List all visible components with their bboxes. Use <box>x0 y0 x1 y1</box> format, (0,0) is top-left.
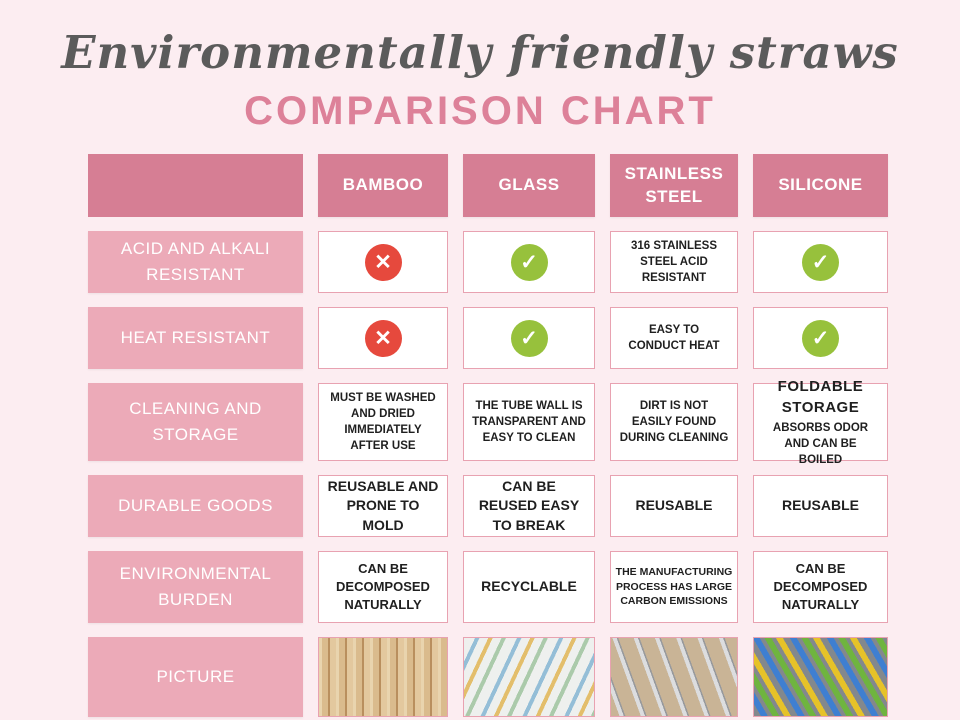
cell-text: CAN BE DECOMPOSED NATURALLY <box>773 560 868 613</box>
silicone-straws-photo <box>753 637 888 717</box>
cell-glass-durable: CAN BE REUSED EASY TO BREAK <box>463 475 595 537</box>
cell-text-primary: FOLDABLE STORAGE <box>777 377 864 416</box>
bamboo-straws-photo <box>318 637 448 717</box>
page-title-script: Environmentally friendly straws <box>61 26 899 79</box>
cell-text: CAN BE DECOMPOSED NATURALLY <box>336 560 430 613</box>
cell-text: REUSABLE AND PRONE TO MOLD <box>327 477 439 533</box>
comparison-table: BAMBOO GLASS STAINLESS STEEL SILICONE AC… <box>88 154 888 717</box>
infographic-page: Environmentally friendly straws COMPARIS… <box>0 26 960 717</box>
check-icon: ✓ <box>510 243 548 281</box>
cell-text: EASY TO CONDUCT HEAT <box>628 323 720 352</box>
cell-silicone-acid: ✓ <box>753 231 888 293</box>
column-header-glass: GLASS <box>463 154 595 217</box>
cell-bamboo-acid: ✕ <box>318 231 448 293</box>
corner-cell <box>88 154 303 217</box>
cell-silicone-heat: ✓ <box>753 307 888 369</box>
cell-steel-cleaning: DIRT IS NOT EASILY FOUND DURING CLEANING <box>610 383 738 461</box>
cell-steel-environment: THE MANUFACTURING PROCESS HAS LARGE CARB… <box>610 551 738 623</box>
cell-glass-heat: ✓ <box>463 307 595 369</box>
cell-silicone-cleaning: FOLDABLE STORAGE ABSORBS ODOR AND CAN BE… <box>753 378 888 466</box>
cell-silicone-environment: CAN BE DECOMPOSED NATURALLY <box>753 551 888 623</box>
row-label-acid-alkali-resistant: ACID AND ALKALI RESISTANT <box>88 231 303 293</box>
stainless-steel-straws-photo <box>610 637 738 717</box>
cell-steel-durable: REUSABLE <box>610 475 738 537</box>
cell-text: REUSABLE <box>781 497 859 514</box>
cell-text: THE TUBE WALL IS TRANSPARENT AND EASY TO… <box>472 399 586 445</box>
column-header-bamboo: BAMBOO <box>318 154 448 217</box>
cell-bamboo-cleaning: MUST BE WASHED AND DRIED IMMEDIATELY AFT… <box>318 383 448 461</box>
column-header-stainless-steel: STAINLESS STEEL <box>610 154 738 217</box>
cell-silicone-durable: REUSABLE <box>753 475 888 537</box>
cell-text: REUSABLE <box>635 497 713 514</box>
check-icon: ✓ <box>802 243 839 281</box>
cell-bamboo-heat: ✕ <box>318 307 448 369</box>
cell-text: 316 STAINLESS STEEL ACID RESISTANT <box>630 239 718 285</box>
column-header-silicone: SILICONE <box>753 154 888 217</box>
check-icon: ✓ <box>510 319 548 357</box>
cell-steel-heat: EASY TO CONDUCT HEAT <box>610 307 738 369</box>
cell-text: RECYCLABLE <box>481 578 577 595</box>
row-label-picture: PICTURE <box>88 637 303 717</box>
cell-bamboo-environment: CAN BE DECOMPOSED NATURALLY <box>318 551 448 623</box>
row-label-heat-resistant: HEAT RESISTANT <box>88 307 303 369</box>
page-title: COMPARISON CHART <box>244 89 716 133</box>
cell-text: CAN BE REUSED EASY TO BREAK <box>478 477 580 533</box>
row-label-environmental-burden: ENVIRONMENTAL BURDEN <box>88 551 303 623</box>
cell-text: THE MANUFACTURING PROCESS HAS LARGE CARB… <box>615 565 733 608</box>
cell-glass-cleaning: THE TUBE WALL IS TRANSPARENT AND EASY TO… <box>463 383 595 461</box>
cell-text: DIRT IS NOT EASILY FOUND DURING CLEANING <box>619 399 729 445</box>
row-label-durable-goods: DURABLE GOODS <box>88 475 303 537</box>
cell-steel-acid: 316 STAINLESS STEEL ACID RESISTANT <box>610 231 738 293</box>
cross-icon: ✕ <box>364 319 402 357</box>
row-label-cleaning-storage: CLEANING AND STORAGE <box>88 383 303 461</box>
cell-text: MUST BE WASHED AND DRIED IMMEDIATELY AFT… <box>330 391 436 453</box>
cell-text-secondary: ABSORBS ODOR AND CAN BE BOILED <box>772 421 869 467</box>
cell-glass-acid: ✓ <box>463 231 595 293</box>
cell-bamboo-durable: REUSABLE AND PRONE TO MOLD <box>318 475 448 537</box>
cross-icon: ✕ <box>364 243 402 281</box>
glass-straws-photo <box>463 637 595 717</box>
cell-glass-environment: RECYCLABLE <box>463 551 595 623</box>
check-icon: ✓ <box>802 319 839 357</box>
